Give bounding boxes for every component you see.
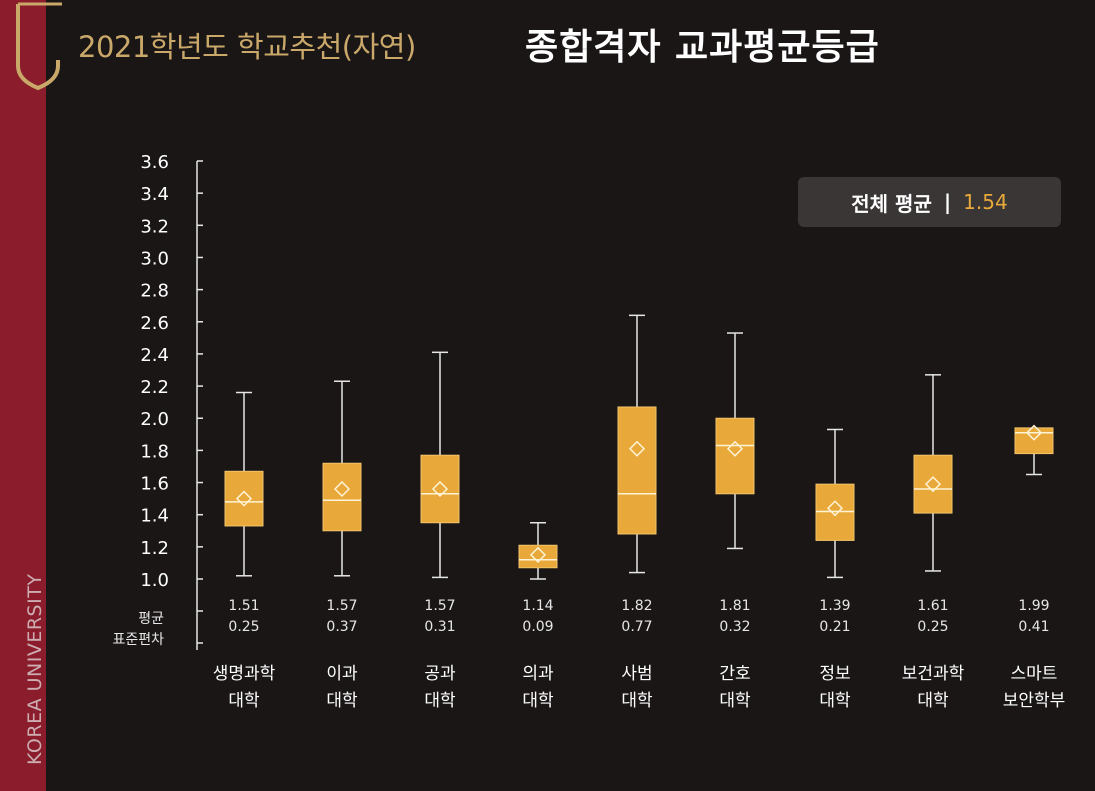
category-label: 의과 — [522, 664, 554, 684]
y-tick-label: 1.4 — [140, 506, 169, 527]
std-value: 0.31 — [424, 619, 456, 635]
title-prefix: 2021학년도 학교추천(자연) — [78, 30, 416, 64]
mean-value: 1.57 — [326, 598, 358, 614]
category-label: 스마트 — [1010, 664, 1058, 684]
mean-marker — [529, 546, 547, 563]
y-tick-label: 2.0 — [140, 409, 169, 430]
box-iqr — [518, 544, 558, 569]
category-label: 보건과학 — [901, 664, 965, 684]
category-label: 생명과학 — [212, 664, 276, 684]
std-value: 0.25 — [228, 619, 260, 635]
overall-average-badge: 전체 평균 | 1.54 — [798, 177, 1061, 227]
std-value: 0.37 — [326, 619, 358, 635]
mean-marker — [333, 480, 351, 498]
std-value: 0.09 — [522, 619, 554, 635]
y-tick-label: 1.8 — [140, 441, 169, 462]
y-tick-label: 3.6 — [140, 152, 169, 173]
mean-marker — [628, 440, 646, 457]
box-iqr — [420, 454, 460, 524]
mean-marker — [924, 476, 942, 493]
std-value: 0.21 — [819, 619, 851, 635]
std-value: 0.32 — [719, 619, 751, 635]
box-iqr — [617, 406, 657, 535]
side-bar — [0, 0, 46, 791]
box-iqr — [224, 470, 264, 527]
mean-value: 1.51 — [228, 598, 260, 614]
category-label-line2: 대학 — [719, 691, 751, 711]
y-tick-label: 1.6 — [140, 474, 169, 495]
y-tick-label: 3.0 — [140, 248, 169, 269]
y-tick-label: 2.2 — [140, 377, 169, 398]
overall-separator: | — [943, 190, 952, 214]
category-label: 이과 — [326, 664, 358, 684]
category-label-line2: 대학 — [917, 691, 949, 711]
mean-value: 1.81 — [719, 598, 751, 614]
y-tick-label: 1.0 — [140, 570, 169, 591]
mean-value: 1.61 — [917, 598, 949, 614]
mean-row-label: 평균 — [138, 611, 164, 627]
mean-value: 1.99 — [1018, 598, 1050, 614]
category-label-line2: 대학 — [621, 691, 653, 711]
mean-value: 1.82 — [621, 598, 653, 614]
std-value: 0.25 — [917, 619, 949, 635]
page-title: 종합격자 교과평균등급 — [525, 27, 880, 68]
y-tick-label: 1.2 — [140, 538, 169, 559]
mean-marker — [431, 480, 449, 498]
overall-average-value: 1.54 — [963, 190, 1008, 214]
mean-marker — [1025, 424, 1043, 441]
y-tick-label: 3.4 — [140, 184, 169, 205]
category-label-line2: 대학 — [228, 691, 260, 711]
category-label-line2: 대학 — [819, 691, 851, 711]
category-label: 정보 — [819, 664, 851, 684]
overall-average-label: 전체 평균 — [851, 191, 932, 216]
mean-value: 1.39 — [819, 598, 851, 614]
category-label-line2: 보안학부 — [1002, 691, 1066, 711]
mean-marker — [826, 500, 844, 517]
mean-value: 1.14 — [522, 598, 554, 614]
category-label: 간호 — [719, 664, 751, 684]
std-row-label: 표준편차 — [112, 632, 164, 648]
box-iqr — [913, 454, 953, 514]
y-tick-label: 2.8 — [140, 281, 169, 302]
std-value: 0.41 — [1018, 619, 1050, 635]
shield-logo-icon — [16, 2, 62, 91]
category-label-line2: 대학 — [424, 691, 456, 711]
std-value: 0.77 — [621, 619, 653, 635]
y-tick-label: 2.4 — [140, 345, 169, 366]
category-label-line2: 대학 — [522, 691, 554, 711]
category-label-line2: 대학 — [326, 691, 358, 711]
y-tick-label: 2.6 — [140, 313, 169, 334]
mean-marker — [235, 490, 253, 507]
mean-value: 1.57 — [424, 598, 456, 614]
y-tick-label: 3.2 — [140, 216, 169, 237]
mean-marker — [726, 440, 744, 457]
box-iqr — [815, 483, 855, 541]
category-label: 사범 — [621, 664, 653, 684]
category-label: 공과 — [424, 664, 456, 684]
